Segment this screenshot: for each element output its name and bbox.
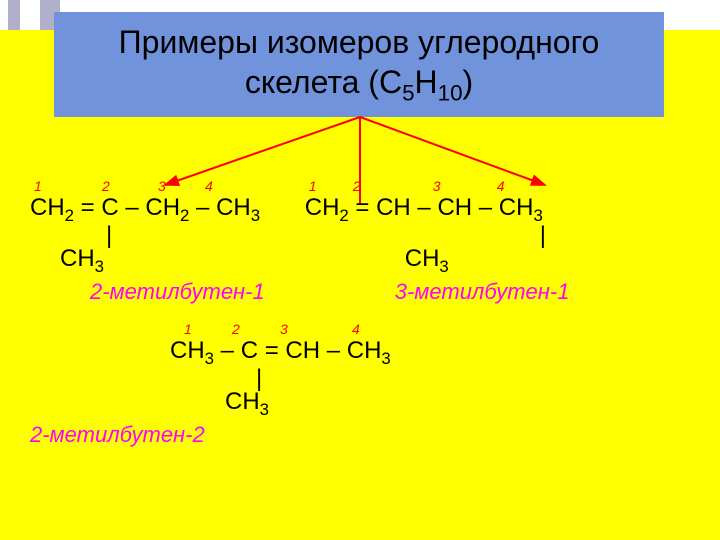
mol2-part-a: CH xyxy=(305,194,340,221)
mol2-part-b-sub: 3 xyxy=(533,206,542,225)
mol2-bond: | xyxy=(305,226,570,245)
mol2-num2: 2 xyxy=(353,178,361,194)
mol2-branch-a-sub: 3 xyxy=(439,257,448,276)
mol1-branch-a: CH xyxy=(60,245,95,272)
mol1-num3: 3 xyxy=(158,178,166,194)
mol3-num4: 4 xyxy=(352,321,360,337)
mol3-part-a: CH xyxy=(170,337,205,364)
page-title: Примеры изомеров углеродного скелета (C5… xyxy=(119,22,600,107)
mol1-name: 2-метилбутен-1 xyxy=(30,279,265,305)
mol3-branch-a-sub: 3 xyxy=(260,400,269,419)
mol1-part-c: – CH xyxy=(189,194,250,221)
mol3-num2: 2 xyxy=(232,321,240,337)
mol2-part-a-sub: 2 xyxy=(339,206,348,225)
isomer-row: 1 2 3 4 CH2 = C – CH2 – CH3 | CH3 2-мети… xyxy=(30,180,690,305)
mol1-part-a: CH xyxy=(30,194,65,221)
mol3-branch: CH3 xyxy=(170,388,690,420)
mol1-branch: CH3 xyxy=(30,245,265,277)
mol1-part-b: = C – CH xyxy=(74,194,180,221)
mol3-formula: 1 2 3 4 CH3 – C = CH – CH3 xyxy=(170,323,690,369)
mol1-num2: 2 xyxy=(102,178,110,194)
molecule-3: 1 2 3 4 CH3 – C = CH – CH3 | CH3 xyxy=(170,323,690,420)
title-bar: Примеры изомеров углеродного скелета (C5… xyxy=(54,12,664,117)
mol3-name: 2-метилбутен-2 xyxy=(30,422,690,448)
mol1-num4: 4 xyxy=(205,178,213,194)
mol3-num1: 1 xyxy=(184,321,192,337)
mol2-part-b: = CH – CH – CH xyxy=(349,194,534,221)
title-line1: Примеры изомеров углеродного xyxy=(119,24,600,60)
mol3-part-b-sub: 3 xyxy=(381,349,390,368)
mol1-bond: | xyxy=(30,226,265,245)
mol1-part-b-sub: 2 xyxy=(180,206,189,225)
mol2-branch: CH3 xyxy=(305,245,570,277)
mol1-formula: 1 2 3 4 CH2 = C – CH2 – CH3 xyxy=(30,180,265,226)
mol2-num4: 4 xyxy=(497,178,505,194)
decor-box-1 xyxy=(8,0,20,30)
mol2-num3: 3 xyxy=(433,178,441,194)
mol3-part-a-sub: 3 xyxy=(205,349,214,368)
mol1-part-a-sub: 2 xyxy=(65,206,74,225)
content-area: 1 2 3 4 CH2 = C – CH2 – CH3 | CH3 2-мети… xyxy=(30,180,690,448)
title-mid: H xyxy=(415,64,438,100)
molecule-2: 1 2 3 4 CH2 = CH – CH – CH3 | CH3 3-мети… xyxy=(305,180,570,305)
title-after: ) xyxy=(463,64,474,100)
mol2-branch-a: CH xyxy=(405,245,440,272)
title-line2-before: скелета (C xyxy=(245,64,402,100)
title-sub2: 10 xyxy=(438,80,463,105)
title-sub1: 5 xyxy=(402,80,414,105)
mol3-num3: 3 xyxy=(280,321,288,337)
mol3-branch-a: CH xyxy=(225,388,260,415)
mol1-part-c-sub: 3 xyxy=(251,206,260,225)
molecule-1: 1 2 3 4 CH2 = C – CH2 – CH3 | CH3 2-мети… xyxy=(30,180,265,305)
mol1-branch-a-sub: 3 xyxy=(95,257,104,276)
mol2-name: 3-метилбутен-1 xyxy=(305,279,570,305)
mol2-num1: 1 xyxy=(309,178,317,194)
mol3-part-b: – C = CH – CH xyxy=(214,337,381,364)
mol1-num1: 1 xyxy=(34,178,42,194)
mol3-bond: | xyxy=(170,369,690,388)
mol2-formula: 1 2 3 4 CH2 = CH – CH – CH3 xyxy=(305,180,570,226)
